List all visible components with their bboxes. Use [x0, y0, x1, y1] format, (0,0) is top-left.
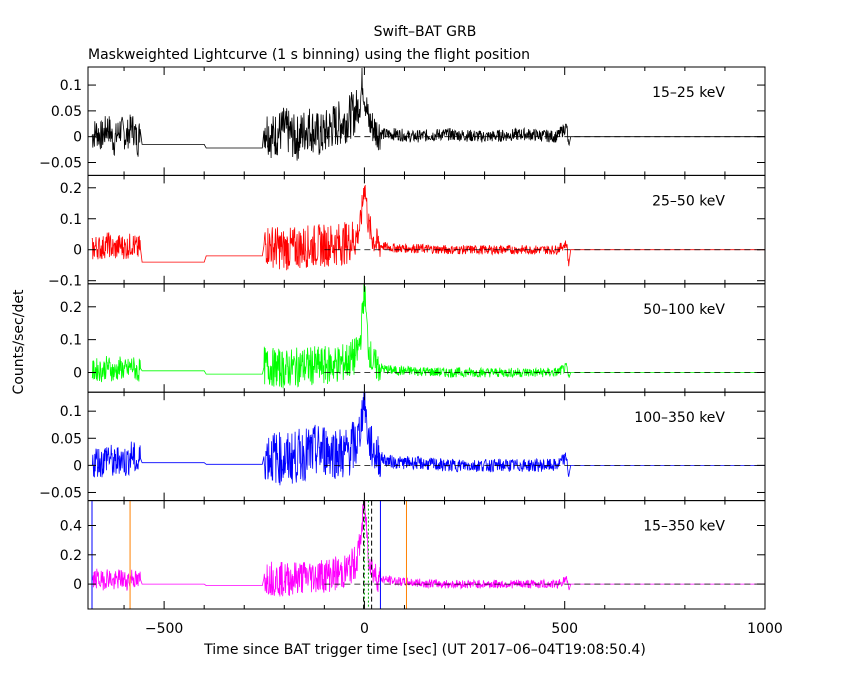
x-tick-label: 0: [360, 621, 369, 637]
y-tick-label: −0.05: [39, 155, 82, 171]
panel-4: 0.1 0.05 0 −0.05 100–350 keV: [39, 391, 766, 502]
lightcurve-series: [91, 283, 765, 389]
panel-5: 0.4 0.2 0 15–350 keV: [60, 500, 766, 610]
lightcurve-series: [91, 500, 765, 597]
y-axis-label: Counts/sec/det: [11, 289, 27, 394]
energy-band-label: 25–50 keV: [652, 193, 725, 209]
y-tick-label: 0: [73, 243, 82, 259]
panel-frame: [87, 66, 766, 176]
y-tick-label: −0.1: [48, 274, 82, 290]
y-tick-label: 0.1: [60, 212, 82, 228]
y-tick-label: 0.2: [60, 300, 82, 316]
panel-frame: [87, 283, 766, 393]
energy-band-label: 100–350 keV: [634, 410, 725, 426]
y-tick-label: −0.05: [39, 485, 82, 501]
chart-title: Swift–BAT GRB: [374, 24, 477, 40]
y-tick-label: 0.05: [51, 104, 82, 120]
energy-band-label: 50–100 keV: [643, 302, 725, 318]
energy-band-label: 15–350 keV: [643, 519, 725, 535]
y-tick-label: 0.1: [60, 333, 82, 349]
y-tick-label: 0: [73, 365, 82, 381]
y-tick-label: 0.4: [60, 519, 82, 535]
y-tick-label: 0: [73, 130, 82, 146]
lightcurve-series: [91, 392, 765, 486]
panel-2: 0.2 0.1 0 −0.1 25–50 keV: [48, 174, 766, 290]
panel-group: 0.1 0.05 0 −0.05 15–25 keV 0.2 0.1 0 −0.1 25–50 k…: [39, 66, 783, 637]
lightcurve-series: [91, 184, 765, 271]
x-tick-label: −500: [145, 621, 183, 637]
y-tick-label: 0: [73, 458, 82, 474]
y-tick-label: 0.1: [60, 404, 82, 420]
panel-frame: [87, 391, 766, 502]
panel-1: 0.1 0.05 0 −0.05 15–25 keV: [39, 66, 766, 176]
x-axis-label: Time since BAT trigger time [sec] (UT 20…: [203, 642, 646, 658]
y-tick-label: 0: [73, 577, 82, 593]
y-tick-label: 0.2: [60, 181, 82, 197]
x-tick-label: 1000: [747, 621, 783, 637]
panel-3: 0.2 0.1 0 50–100 keV: [60, 283, 766, 393]
y-tick-label: 0.1: [60, 78, 82, 94]
energy-band-label: 15–25 keV: [652, 85, 725, 101]
chart-subtitle: Maskweighted Lightcurve (1 s binning) us…: [88, 47, 530, 63]
y-tick-label: 0.2: [60, 548, 82, 564]
panel-frame: [87, 174, 766, 285]
y-tick-label: 0.05: [51, 431, 82, 447]
x-tick-label: 500: [551, 621, 578, 637]
panel-frame: [87, 500, 766, 610]
lightcurve-series: [91, 67, 765, 161]
